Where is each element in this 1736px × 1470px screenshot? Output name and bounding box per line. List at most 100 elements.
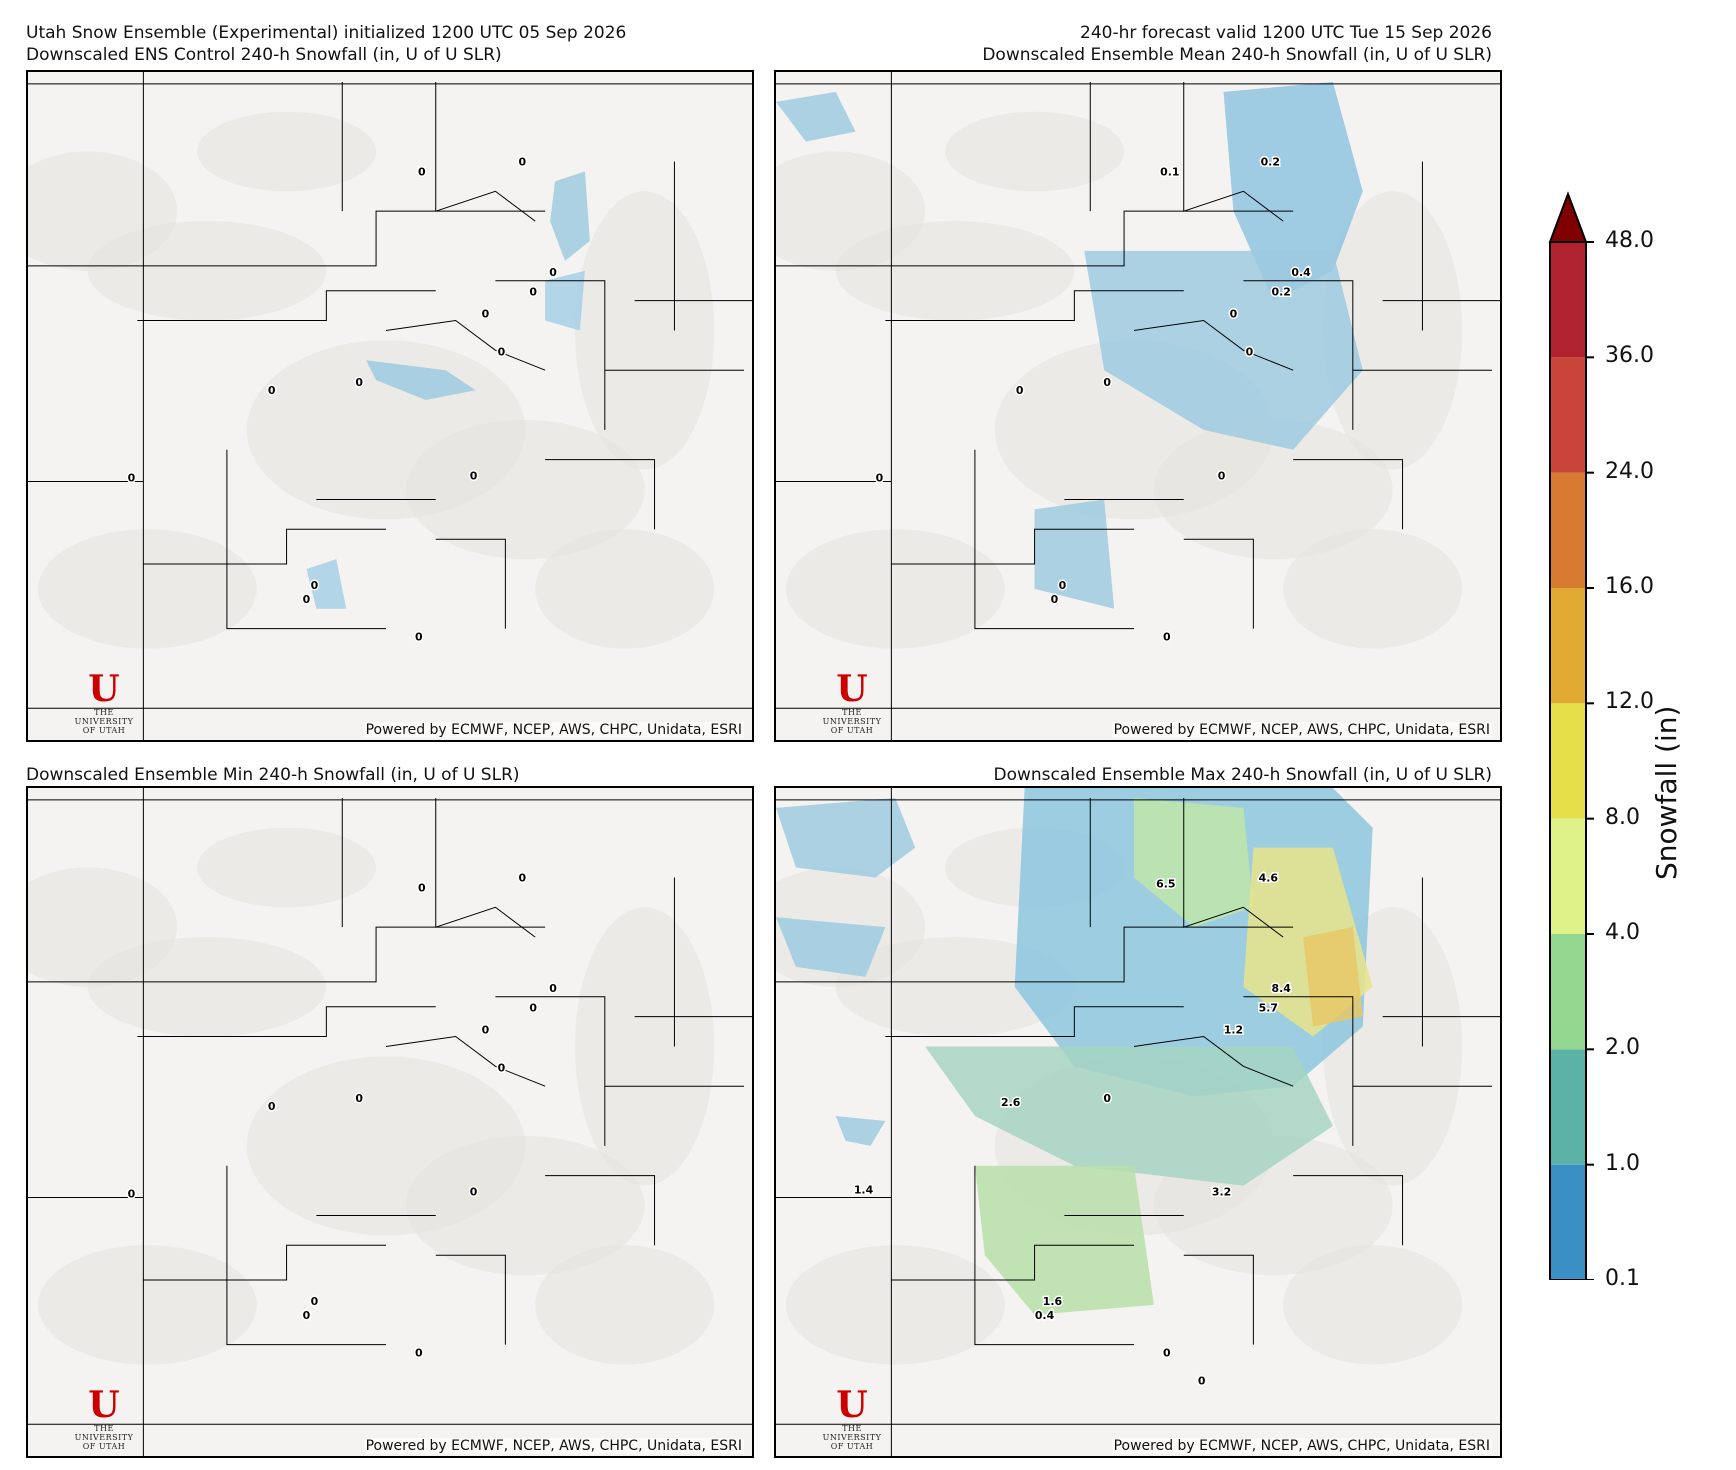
point-value-label: 0.2 <box>1272 286 1291 299</box>
point-value-label: 0 <box>128 1188 136 1201</box>
point-value-label: 0 <box>418 881 426 894</box>
boundary-line <box>1183 797 1284 938</box>
terrain-shading <box>535 1245 715 1365</box>
snowfall-area <box>925 1046 1333 1186</box>
map-panel-mean: 0.1 0.2 0.4 0.2 0 0 0 0 0 0 0 0 0 Powered by ECMWF, N… <box>774 70 1502 742</box>
colorbar-tick-label: 0.1 <box>1605 1266 1640 1291</box>
boundary-line <box>545 1175 656 1246</box>
university-logo: U THE UNIVERSITY OF UTAH <box>74 1384 134 1451</box>
point-value-label: 0 <box>498 345 506 358</box>
colorbar-extend-arrow <box>1548 191 1588 243</box>
snowfall-area <box>835 1116 886 1146</box>
colorbar <box>1548 191 1594 1280</box>
colorbar-segment <box>1550 818 1586 934</box>
colorbar-tick-label: 16.0 <box>1605 574 1654 599</box>
point-value-label: 0 <box>1218 470 1226 483</box>
terrain-shading <box>1283 1245 1463 1365</box>
point-value-label: 1.4 <box>854 1184 874 1197</box>
point-value-label: 0 <box>268 384 276 397</box>
point-value-label: 0 <box>1246 345 1254 358</box>
colorbar-tick-label: 36.0 <box>1605 343 1654 369</box>
point-value-label: 0 <box>1059 579 1067 592</box>
boundary-line <box>226 449 387 630</box>
title-right-line2: Downscaled Ensemble Mean 240-h Snowfall … <box>982 45 1492 65</box>
point-value-label: 4.6 <box>1259 871 1279 884</box>
point-value-label: 5.7 <box>1259 1002 1278 1015</box>
point-value-label: 8.4 <box>1272 982 1292 995</box>
colorbar-segment <box>1550 934 1586 1050</box>
boundary-line <box>1293 1175 1404 1246</box>
colorbar-segment <box>1550 1049 1586 1165</box>
colorbar-tick-label: 12.0 <box>1605 689 1654 715</box>
boundary-line <box>137 290 436 322</box>
boundary-line <box>435 81 536 222</box>
point-value-label: 0 <box>470 1186 478 1199</box>
point-value-label: 0 <box>518 871 526 884</box>
title-right-line1: 240-hr forecast valid 1200 UTC Tue 15 Se… <box>1080 23 1492 43</box>
boundary-line <box>385 1035 546 1087</box>
point-value-label: 0 <box>1016 384 1024 397</box>
snowfall-area <box>545 270 585 331</box>
boundary-line <box>385 319 546 371</box>
colorbar-tick-label: 24.0 <box>1605 458 1654 484</box>
point-value-label: 0 <box>529 286 537 299</box>
point-value-label: 0 <box>498 1061 506 1074</box>
colorbar-tick-label: 2.0 <box>1605 1035 1640 1061</box>
snowfall-area <box>776 91 856 142</box>
terrain-shading <box>574 907 715 1186</box>
university-logo: U THE UNIVERSITY OF UTAH <box>74 668 134 735</box>
boundary-line <box>137 1006 436 1038</box>
boundary-line <box>1183 538 1254 629</box>
boundary-line <box>435 538 506 629</box>
terrain-shading <box>945 111 1125 192</box>
title-bottom-right: Downscaled Ensemble Max 240-h Snowfall (… <box>993 765 1493 785</box>
snowfall-area <box>1084 250 1363 450</box>
snowfall-area <box>1134 797 1254 928</box>
point-value-label: 0 <box>311 579 319 592</box>
map-panel-max: 6.5 4.6 8.4 5.7 1.2 2.6 0 1.4 3.2 1.6 0.4 0 0 Powered… <box>774 786 1502 1458</box>
point-value-label: 2.6 <box>1001 1096 1021 1109</box>
point-value-label: 3.2 <box>1212 1186 1231 1199</box>
terrain-shading <box>835 221 1075 321</box>
snowfall-area <box>550 171 590 261</box>
terrain-shading <box>87 937 327 1037</box>
colorbar-frame <box>1549 241 1587 1280</box>
terrain-shading <box>87 221 327 321</box>
colorbar-tick-label: 1.0 <box>1605 1150 1640 1176</box>
boundary-line <box>435 1254 506 1345</box>
boundary-line <box>1293 459 1404 530</box>
boundary-line <box>1183 81 1284 222</box>
point-value-label: 0 <box>518 155 526 168</box>
point-value-label: 0.1 <box>1160 165 1179 178</box>
point-value-label: 0.4 <box>1035 1309 1055 1322</box>
terrain-shading <box>1322 191 1463 470</box>
boundary-line <box>885 290 1184 322</box>
point-value-label: 0.2 <box>1261 155 1280 168</box>
boundary-line <box>891 528 1135 565</box>
terrain-shading <box>1283 529 1463 649</box>
terrain-shading <box>835 937 1075 1037</box>
point-value-label: 0 <box>1230 308 1238 321</box>
point-value-label: 0 <box>303 1309 311 1322</box>
credit-text: Powered by ECMWF, NCEP, AWS, CHPC, Unida… <box>1111 722 1492 738</box>
terrain-shading <box>535 529 715 649</box>
snowfall-area <box>1034 499 1115 609</box>
colorbar-segment <box>1550 703 1586 819</box>
point-value-label: 6.5 <box>1156 877 1175 890</box>
snowfall-area <box>974 1165 1154 1315</box>
boundary-line <box>1243 996 1354 1146</box>
boundary-line <box>891 1244 1135 1281</box>
terrain-shading <box>405 1135 645 1276</box>
terrain-shading <box>785 529 1005 649</box>
terrain-shading <box>37 1245 257 1365</box>
university-logo: U THE UNIVERSITY OF UTAH <box>822 668 882 735</box>
max-map-svg: 6.5 4.6 8.4 5.7 1.2 2.6 0 1.4 3.2 1.60.4 0 0 <box>776 788 1500 1456</box>
colorbar-segment <box>1550 242 1586 358</box>
point-value-label: 0 <box>303 593 311 606</box>
point-value-label: 0 <box>1051 593 1059 606</box>
snowfall-area <box>776 917 886 977</box>
boundary-line <box>28 926 546 983</box>
boundary-line <box>1183 1254 1254 1345</box>
